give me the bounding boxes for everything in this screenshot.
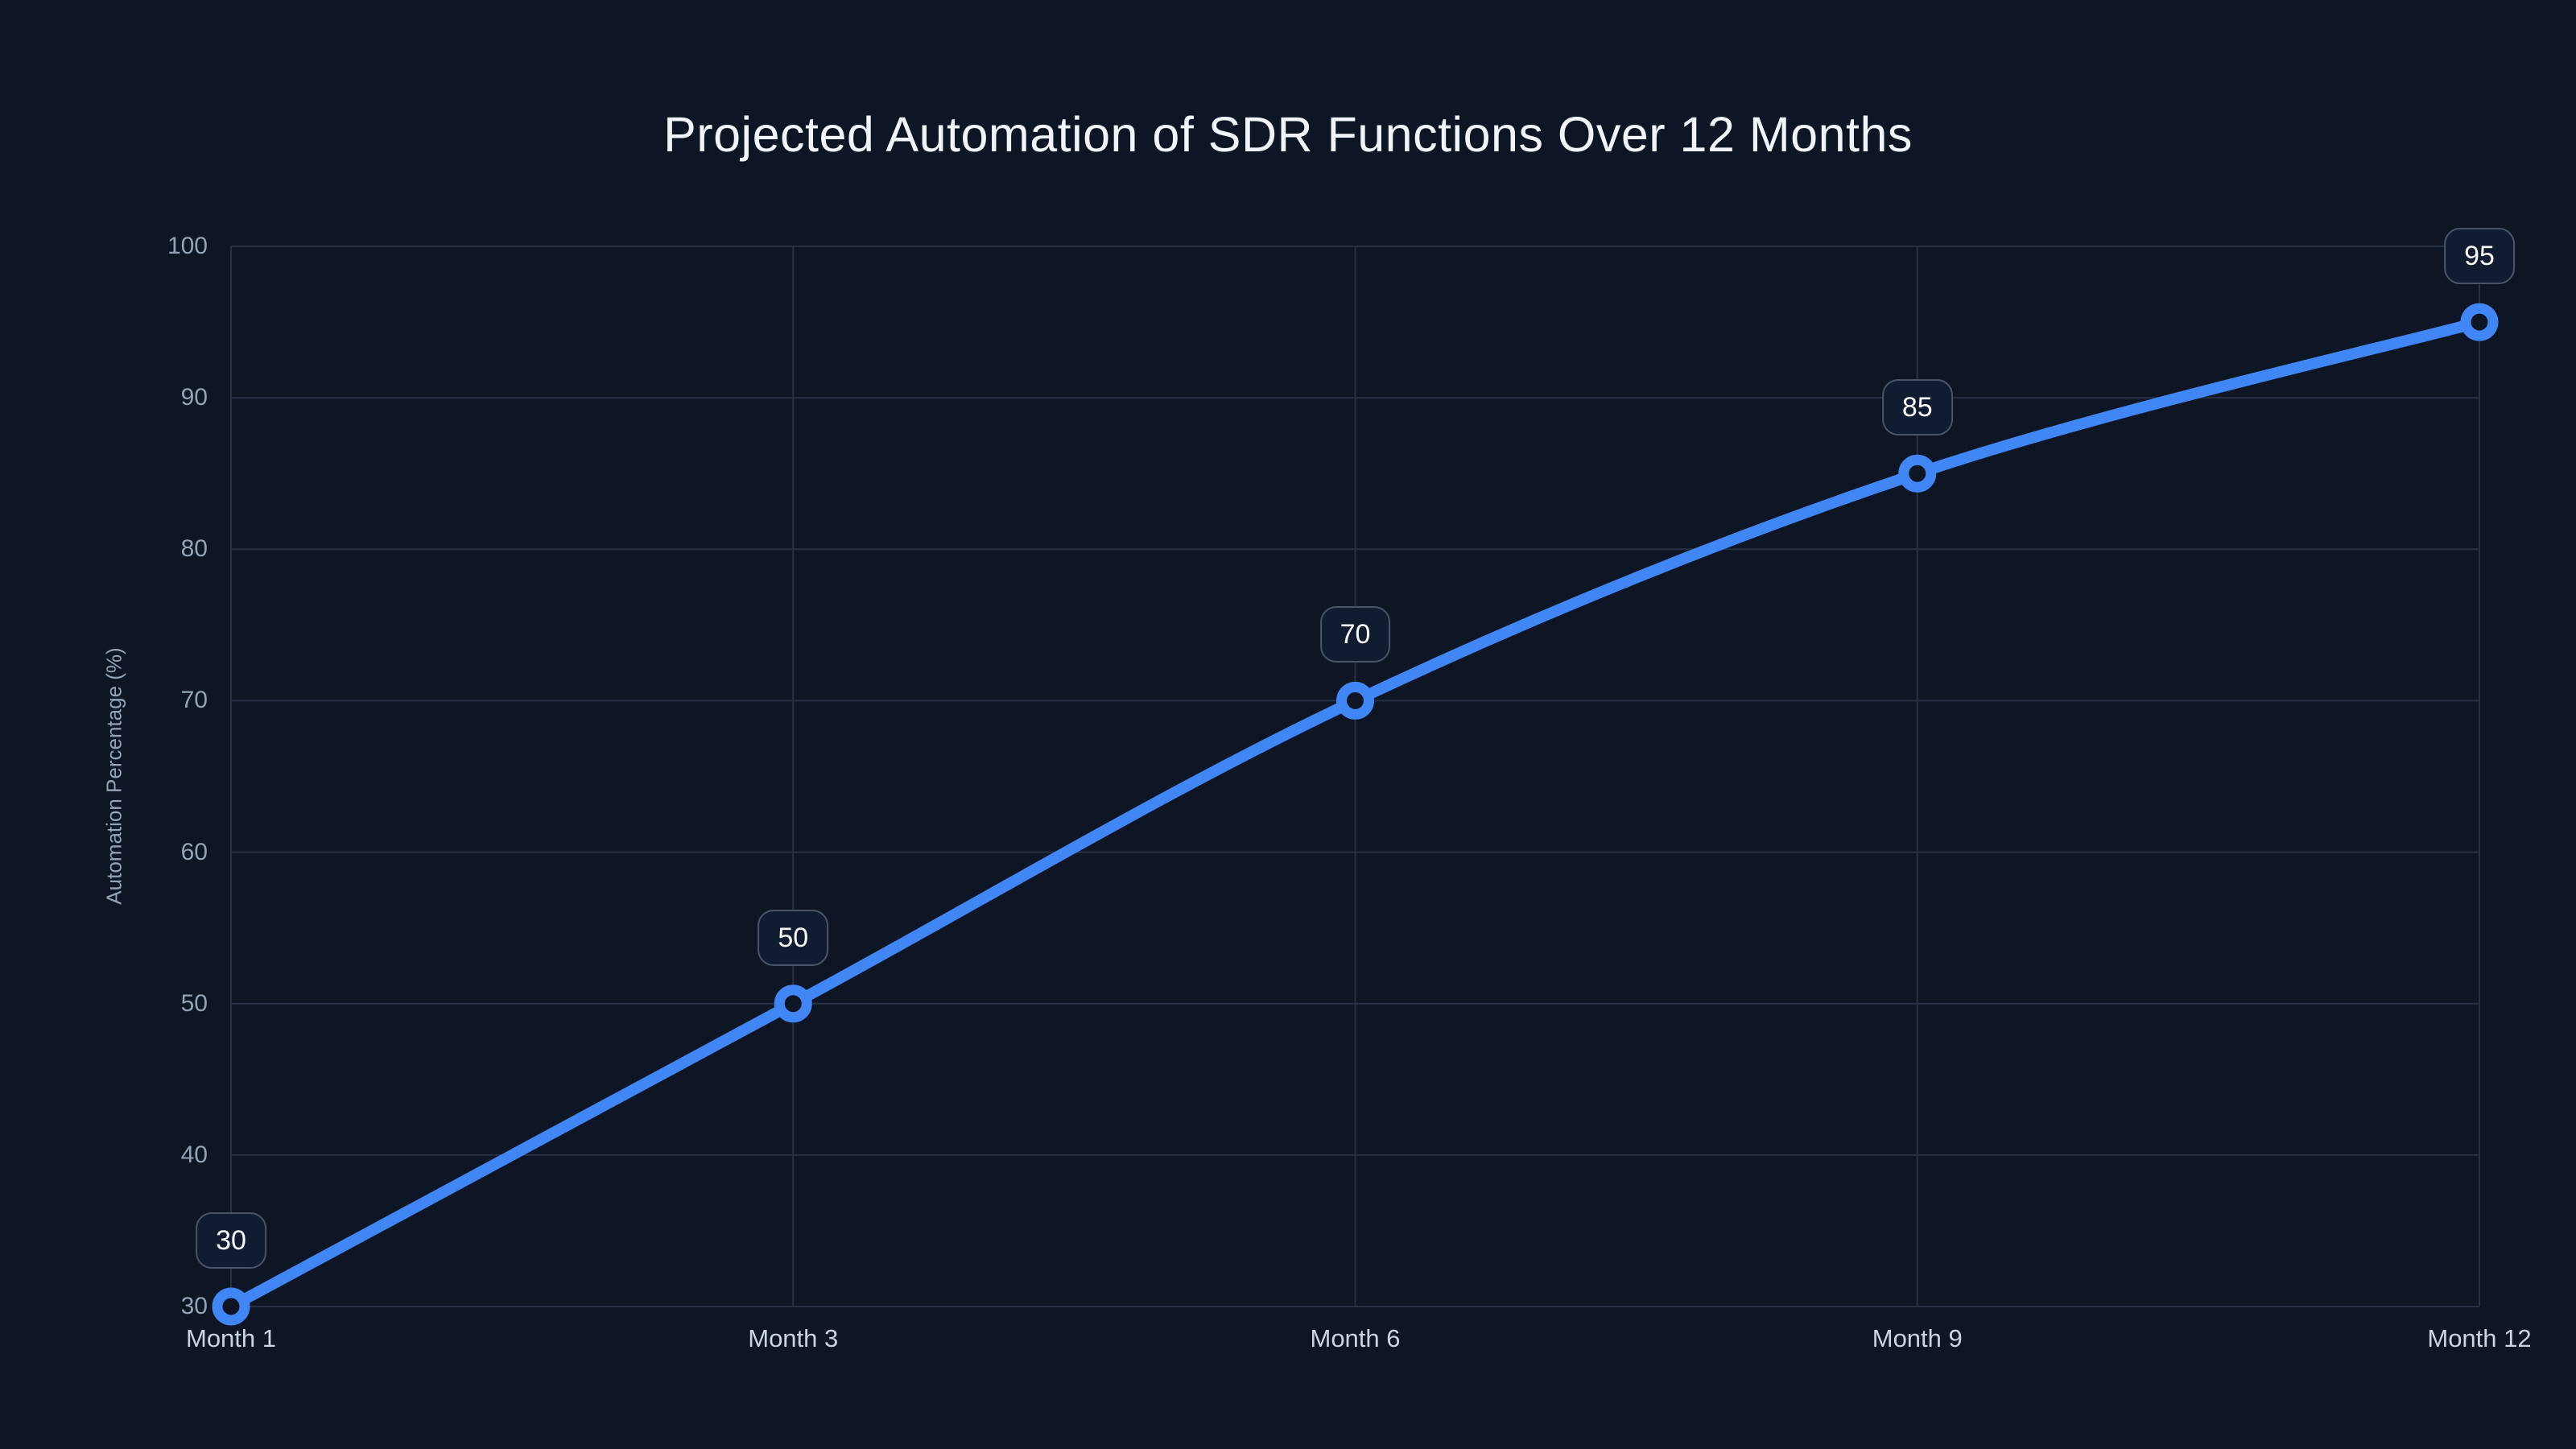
y-tick-label: 30 — [180, 1293, 208, 1319]
y-tick-label: 40 — [180, 1141, 208, 1168]
x-tick-label: Month 9 — [1872, 1324, 1963, 1352]
y-tick-label: 80 — [180, 535, 208, 563]
y-tick-label: 70 — [180, 687, 208, 714]
marker-layer — [212, 303, 2499, 1326]
x-tick-label: Month 3 — [748, 1324, 839, 1352]
data-point-label: 85 — [1881, 379, 1953, 436]
data-point-marker[interactable] — [1336, 681, 1374, 720]
x-tick-label: Month 6 — [1310, 1324, 1401, 1352]
data-point-marker[interactable] — [1898, 454, 1937, 493]
x-tick-label: Month 1 — [185, 1324, 277, 1352]
x-tick-label: Month 12 — [2427, 1324, 2532, 1352]
y-tick-label: 50 — [180, 989, 208, 1017]
data-point-marker[interactable] — [774, 985, 812, 1023]
data-point-label: 70 — [1319, 606, 1391, 663]
y-tick-label: 60 — [180, 838, 208, 865]
data-point-label: 30 — [196, 1212, 266, 1269]
data-point-marker[interactable] — [212, 1287, 250, 1326]
y-tick-label: 90 — [180, 384, 208, 411]
grid-layer — [230, 246, 2480, 1307]
data-point-label: 50 — [758, 909, 829, 966]
y-tick-label: 100 — [167, 233, 208, 259]
chart-title: Projected Automation of SDR Functions Ov… — [663, 107, 1913, 162]
data-point-label: 95 — [2444, 228, 2515, 285]
data-point-marker[interactable] — [2460, 303, 2499, 341]
